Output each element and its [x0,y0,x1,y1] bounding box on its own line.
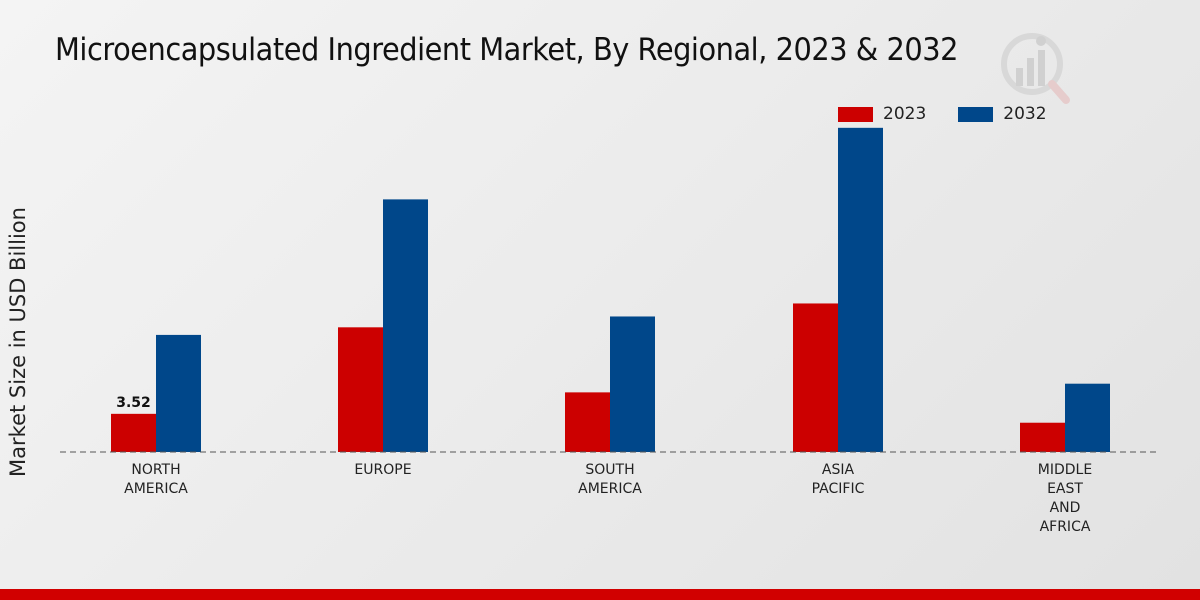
bar-2032-2 [610,316,655,452]
x-tick-label: EAST [1047,481,1083,497]
x-tick-label: SOUTH [585,462,634,478]
x-tick-label: AND [1050,500,1081,516]
brand-logo-icon [1001,33,1070,104]
bar-2032-0 [156,334,201,452]
x-tick-label: AFRICA [1040,519,1091,535]
bar-2032-1 [383,199,428,452]
brand-accent-bar [0,589,1200,600]
x-tick-label: MIDDLE [1038,462,1092,478]
chart-title: Microencapsulated Ingredient Market, By … [55,32,959,68]
x-tick-label: EUROPE [354,462,411,478]
x-tick-label: AMERICA [124,481,188,497]
legend-label-2023: 2023 [883,104,927,124]
legend-swatch-2032 [958,106,994,122]
bar-2023-1 [338,327,383,452]
x-tick-label: AMERICA [578,481,642,497]
bar-2023-4 [1020,422,1065,452]
legend-label-2032: 2032 [1003,104,1047,124]
legend-swatch-2023 [838,106,873,122]
y-axis-label: Market Size in USD Billion [6,207,30,477]
bar-2032-3 [838,127,883,453]
data-label: 3.52 [116,395,151,411]
legend-item-2023[interactable]: 2023 [838,104,926,124]
x-tick-label: ASIA [822,462,855,478]
bar-2023-2 [565,392,610,452]
x-tick-label: PACIFIC [812,481,865,497]
legend-item-2032[interactable]: 2032 [958,104,1047,124]
bar-2032-4 [1065,383,1110,452]
chart-legend: 2023 2032 [838,104,1047,124]
x-tick-label: NORTH [131,462,180,478]
bar-2023-3 [793,303,838,452]
bar-2023-0 [111,413,156,452]
